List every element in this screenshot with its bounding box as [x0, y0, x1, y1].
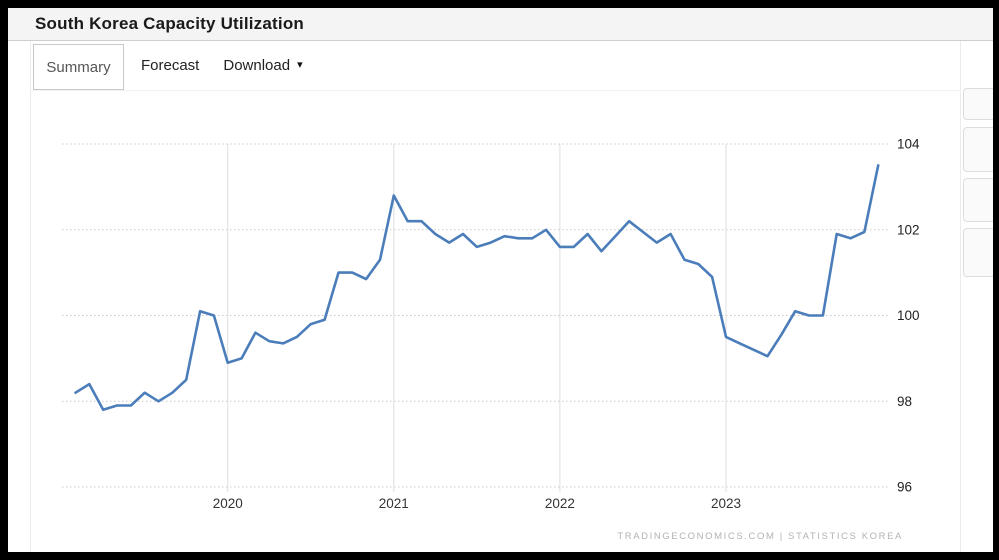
cut-off-panel-button[interactable] — [963, 178, 993, 222]
y-axis-tick-label: 96 — [897, 480, 912, 495]
series-line — [74, 164, 880, 412]
app-window: South Korea Capacity Utilization Summary… — [8, 8, 993, 552]
cut-off-panel-button[interactable] — [963, 127, 993, 172]
tab-forecast-label: Forecast — [141, 57, 200, 74]
tab-summary[interactable]: Summary — [33, 44, 124, 90]
download-label: Download — [223, 57, 291, 74]
main-column: Summary Forecast Download ▾ 104 102 100 98 9… — [30, 41, 961, 552]
x-axis-tick-label: 2020 — [213, 496, 243, 511]
source-attribution: TRADINGECONOMICS.COM | STATISTICS KOREA — [617, 531, 903, 542]
caret-down-icon: ▾ — [297, 59, 303, 71]
download-menu-button[interactable]: Download ▾ — [223, 57, 302, 74]
y-axis-tick-label: 104 — [897, 137, 920, 152]
tab-forecast[interactable]: Forecast — [141, 57, 199, 74]
x-axis-tick-label: 2022 — [545, 496, 575, 511]
cut-off-panel-button[interactable] — [963, 88, 993, 120]
capacity-utilization-chart[interactable]: 104 102 100 98 96 2020 2021 2022 2023 TRADINGECON… — [31, 91, 960, 552]
chart-card: 104 102 100 98 96 2020 2021 2022 2023 TRADINGECON… — [31, 90, 960, 552]
y-axis-tick-label: 100 — [897, 308, 920, 323]
page-title: South Korea Capacity Utilization — [35, 14, 304, 33]
y-axis-tick-label: 98 — [897, 394, 912, 409]
y-axis-tick-label: 102 — [897, 222, 920, 237]
x-axis-tick-label: 2023 — [711, 496, 741, 511]
x-axis-tick-label: 2021 — [379, 496, 409, 511]
cut-off-panel-button[interactable] — [963, 228, 993, 277]
title-bar: South Korea Capacity Utilization — [8, 8, 993, 41]
tab-summary-label: Summary — [46, 58, 111, 76]
tabs-row: Summary Forecast Download ▾ — [31, 41, 960, 90]
